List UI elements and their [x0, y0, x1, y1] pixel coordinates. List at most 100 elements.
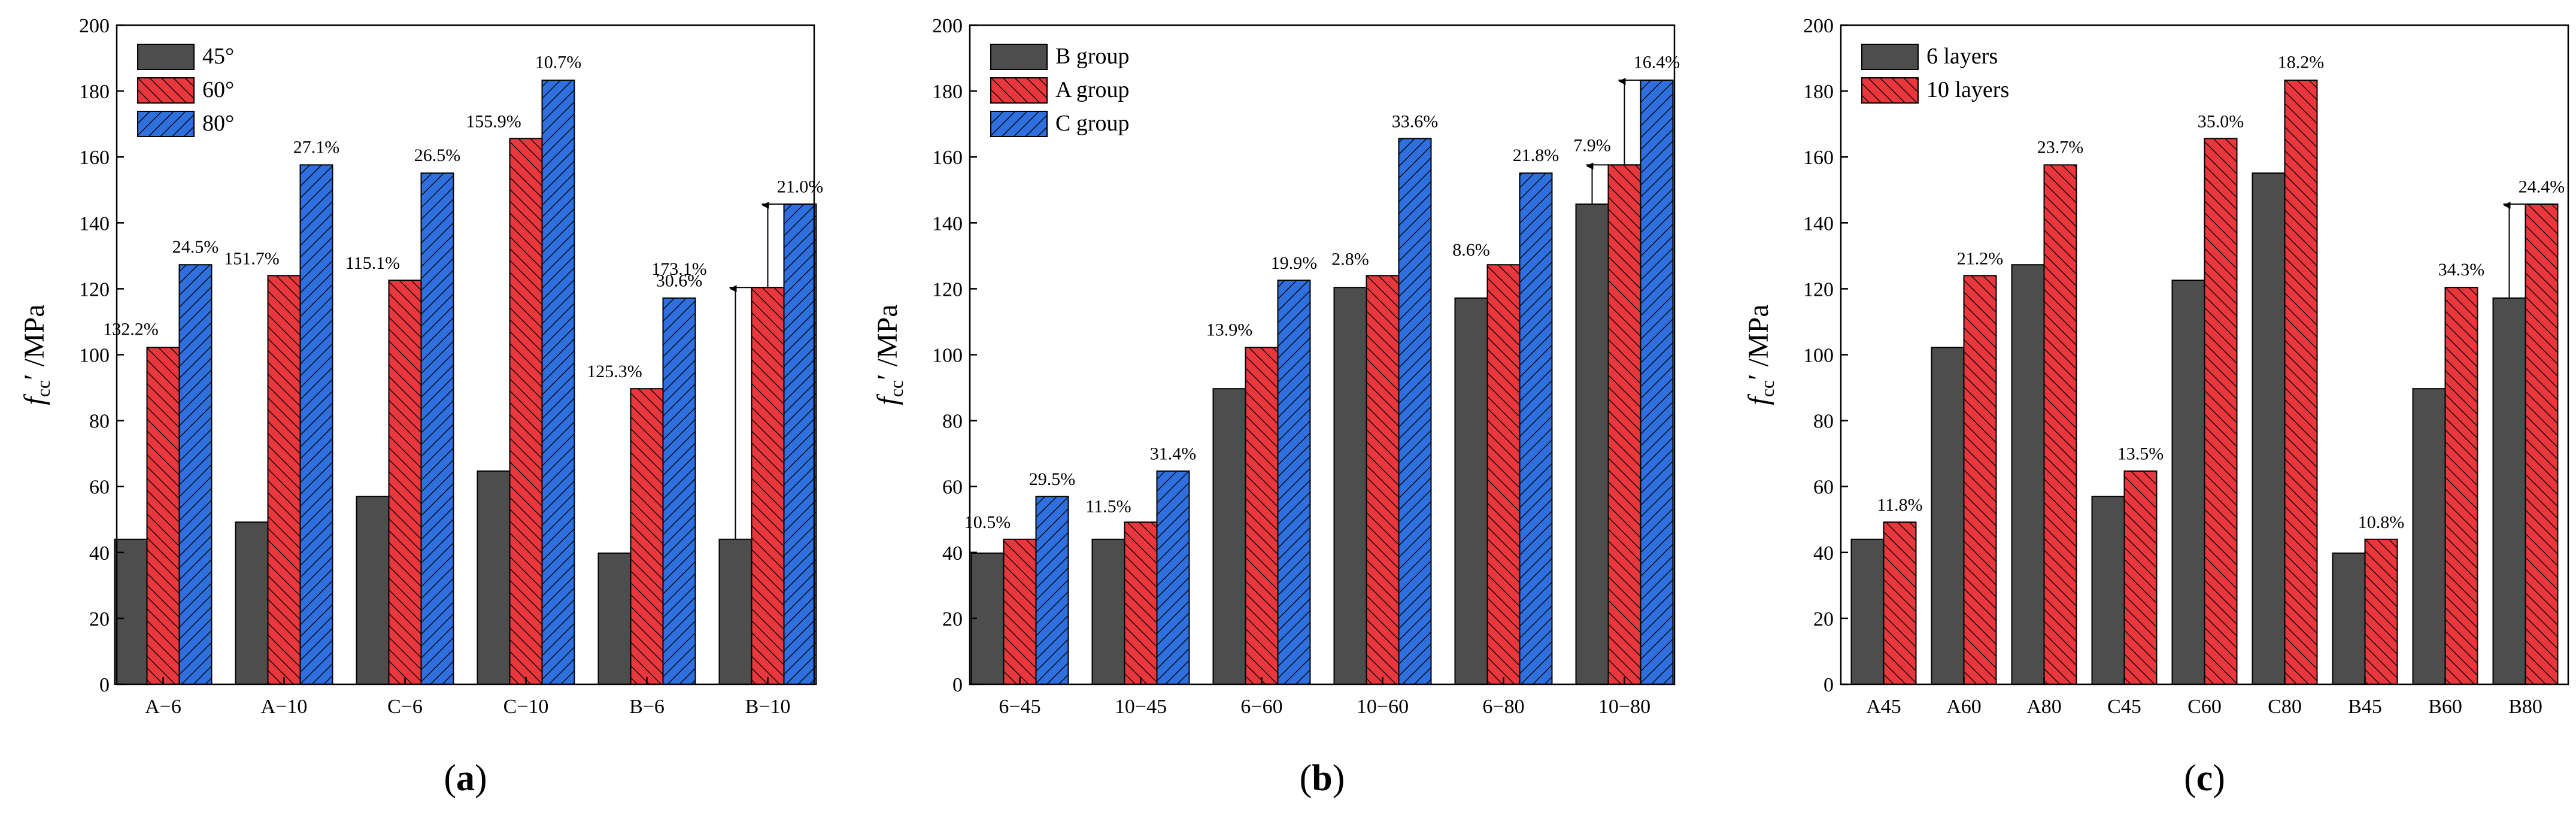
bar-c-0-1: [1931, 347, 1965, 685]
legend-swatch-b: [990, 77, 1048, 104]
bar-a-0-0: [114, 538, 148, 685]
y-tick-label-c: 20: [1813, 608, 1834, 630]
bar-c-1-5: [2284, 79, 2318, 685]
y-tick-label-a: 20: [89, 608, 110, 630]
bar-a-1-4: [630, 388, 664, 685]
bar-c-1-8: [2525, 203, 2559, 685]
x-tick-label-a: A−10: [261, 696, 308, 718]
x-tick-label-b: 10−60: [1357, 696, 1409, 718]
bar-c-1-0: [1883, 521, 1917, 685]
bar-b-0-5: [1575, 203, 1609, 685]
y-tick-label-c: 40: [1813, 542, 1834, 565]
y-tick-label-a: 200: [79, 15, 110, 37]
y-axis-label-unit: ′ /MPa: [872, 304, 903, 380]
x-tick-label-c: A45: [1866, 696, 1901, 718]
y-tick-label-a: 80: [89, 411, 110, 433]
bar-b-0-3: [1333, 287, 1367, 685]
y-tick-label-a: 140: [79, 213, 110, 235]
x-tick-label-c: C45: [2107, 696, 2141, 718]
y-tick-label-c: 80: [1813, 411, 1834, 433]
y-tick-label-b: 60: [942, 477, 963, 499]
legend-swatch-a: [137, 111, 195, 137]
x-tick-label-c: B80: [2508, 696, 2542, 718]
y-axis-label-subscript: cc: [32, 380, 54, 397]
bar-a-0-1: [235, 521, 269, 685]
bar-a-0-4: [597, 552, 632, 685]
y-axis-label-c: fcc′ /MPa: [1743, 304, 1778, 405]
legend-label-a: 45°: [202, 44, 234, 69]
data-label-b: 33.6%: [1392, 111, 1439, 131]
y-tick-label-c: 0: [1823, 674, 1834, 696]
data-label-c: 21.2%: [1957, 248, 2004, 268]
bar-c-0-2: [2011, 264, 2045, 685]
panel-label-b: (b): [1300, 758, 1345, 799]
data-label-b: 29.5%: [1029, 469, 1076, 489]
y-tick-label-c: 200: [1803, 15, 1834, 37]
data-label-c: 18.2%: [2278, 52, 2325, 72]
x-tick-label-c: C80: [2268, 696, 2302, 718]
x-tick-label-b: 6−45: [999, 696, 1040, 718]
panel-label-letter: a: [456, 758, 475, 799]
legend-swatch-b: [990, 44, 1048, 70]
legend-label-c: 10 layers: [1926, 77, 2009, 102]
bar-c-0-4: [2171, 280, 2205, 685]
legend-label-b: A group: [1055, 77, 1130, 102]
bar-a-2-2: [420, 172, 454, 685]
bar-c-1-7: [2444, 287, 2478, 685]
y-axis-label-a: fcc′ /MPa: [19, 304, 54, 405]
legend-swatch-c: [1861, 44, 1919, 70]
data-label-b: 8.6%: [1452, 240, 1490, 260]
bar-c-0-7: [2412, 388, 2446, 685]
chart-panel-a: 0 20 40 60 80 100 120 140 160 180 200 A−6 A−10 C−6 C−1…: [19, 15, 823, 799]
panel-label-a: (a): [444, 758, 487, 799]
y-tick-label-c: 140: [1803, 213, 1834, 235]
y-tick-label-c: 60: [1813, 477, 1834, 499]
bar-c-0-5: [2252, 172, 2286, 685]
y-tick-label-c: 160: [1803, 147, 1834, 169]
y-tick-label-c: 120: [1803, 278, 1834, 301]
y-tick-label-c: 100: [1803, 345, 1834, 367]
y-axis-label-unit: ′ /MPa: [1743, 304, 1774, 380]
data-label-b: 19.9%: [1271, 253, 1318, 273]
panel-label-suffix: ): [475, 758, 487, 799]
bar-a-1-0: [146, 347, 180, 685]
y-tick-label-a: 60: [89, 477, 110, 499]
x-tick-label-c: B45: [2348, 696, 2382, 718]
bar-c-0-6: [2332, 552, 2366, 685]
x-tick-label-b: 10−80: [1598, 696, 1650, 718]
data-label-b: 21.8%: [1513, 145, 1559, 165]
data-label-a: 132.2%: [103, 320, 159, 339]
data-label-c: 35.0%: [2198, 111, 2244, 131]
bar-b-2-1: [1156, 470, 1190, 685]
x-tick-label-a: C−6: [387, 696, 423, 718]
panel-label-prefix: (: [2184, 758, 2196, 799]
panel-label-suffix: ): [1333, 758, 1345, 799]
x-tick-label-a: B−10: [745, 696, 791, 718]
y-tick-label-b: 20: [942, 608, 963, 630]
bar-c-1-2: [2043, 164, 2077, 685]
chart-panel-b: 0 20 40 60 80 100 120 140 160 180 200 6−45 10−45 6−60…: [872, 15, 1680, 799]
bar-b-1-1: [1124, 521, 1158, 685]
bar-c-0-8: [2492, 297, 2526, 685]
data-label-b: 16.4%: [1634, 52, 1680, 72]
y-tick-label-b: 40: [942, 542, 963, 565]
data-label-a: 21.0%: [777, 177, 824, 196]
bar-c-1-3: [2123, 470, 2158, 685]
bar-b-0-1: [1091, 538, 1125, 685]
bar-b-2-4: [1519, 172, 1553, 685]
bar-b-1-5: [1607, 164, 1642, 685]
legend-label-b: C group: [1055, 111, 1130, 136]
bar-c-0-3: [2091, 496, 2125, 685]
data-label-b: 7.9%: [1573, 136, 1611, 156]
x-tick-label-c: A80: [2026, 696, 2062, 718]
legend-label-b: B group: [1055, 44, 1130, 69]
data-label-b: 31.4%: [1150, 444, 1197, 463]
legend-swatch-c: [1861, 77, 1919, 104]
bar-c-1-4: [2204, 138, 2238, 685]
bar-a-0-5: [718, 538, 753, 685]
y-tick-label-b: 200: [932, 15, 963, 37]
data-label-c: 11.8%: [1877, 495, 1922, 515]
bar-a-1-2: [388, 280, 422, 685]
data-label-a: 115.1%: [345, 253, 400, 273]
